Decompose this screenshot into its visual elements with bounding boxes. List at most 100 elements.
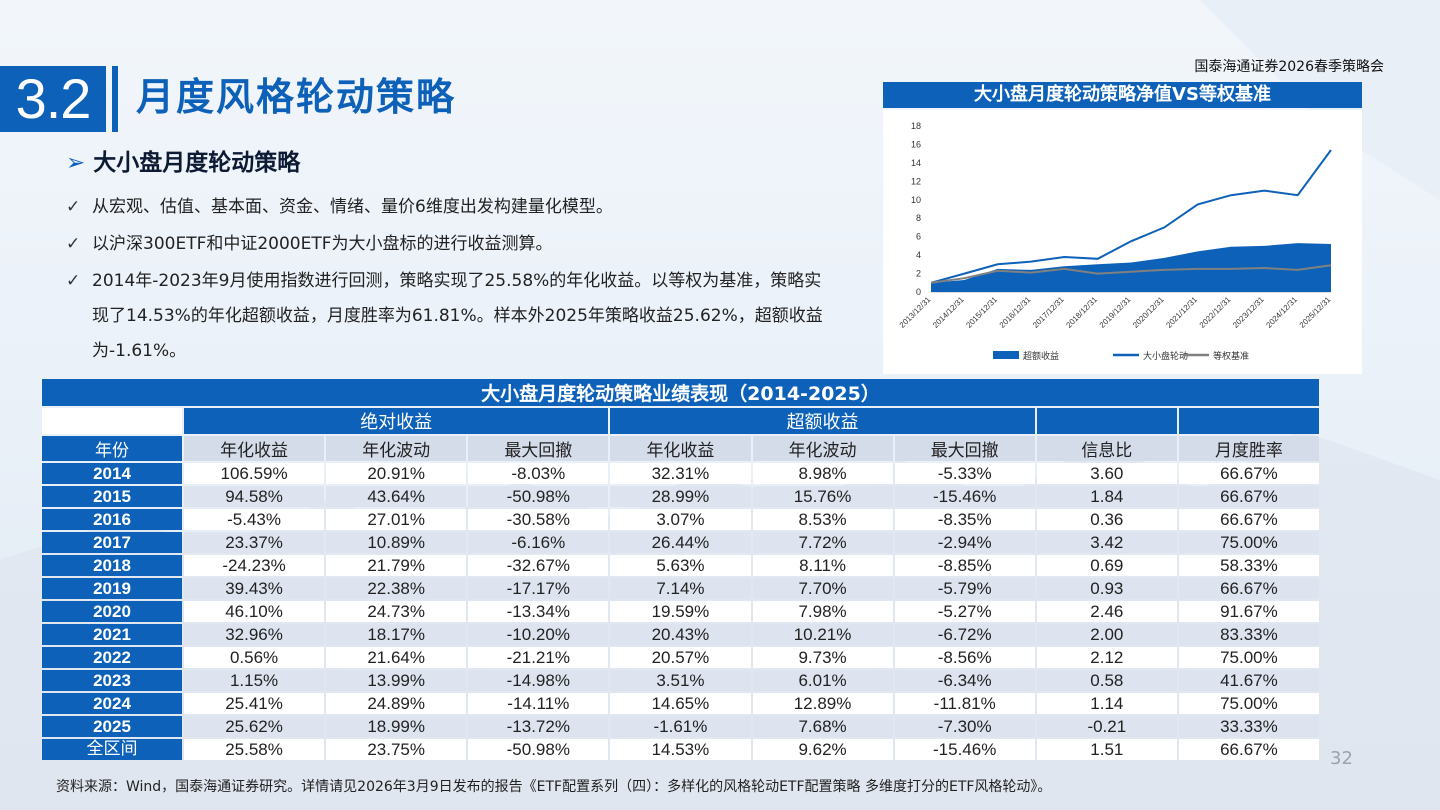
nav-chart-svg: 0 2 4 6 8 10 12 14 16 18 2013/12/312014/12/312015/… bbox=[898, 121, 1333, 362]
table-cell: 66.67% bbox=[1178, 463, 1319, 484]
table-cell: -15.46% bbox=[894, 739, 1035, 760]
table-cell: 2.00 bbox=[1036, 624, 1177, 645]
source-note: 资料来源：Wind，国泰海通证券研究。详情请见2026年3月9日发布的报告《ET… bbox=[56, 779, 1052, 795]
table-cell: 25.41% bbox=[184, 693, 325, 714]
bullet-item: ✓ 以沪深300ETF和中证2000ETF为大小盘标的进行收益测算。 bbox=[66, 227, 826, 262]
table-cell: 24.73% bbox=[326, 601, 467, 622]
table-cell: -8.56% bbox=[894, 647, 1035, 668]
table-cell: 0.93 bbox=[1036, 578, 1177, 599]
table-cell: 7.14% bbox=[610, 578, 751, 599]
table-cell: -0.21 bbox=[1036, 716, 1177, 737]
table-cell: 8.11% bbox=[752, 555, 893, 576]
group-header-blank bbox=[1036, 408, 1177, 434]
table-cell: 27.01% bbox=[326, 509, 467, 530]
legend-label: 大小盘轮动 bbox=[1143, 350, 1188, 362]
table-row: 2025 25.62% 18.99% -13.72% -1.61% 7.68% -7.30%… bbox=[42, 716, 1319, 737]
x-tick-label: 2022/12/31 bbox=[1198, 295, 1233, 330]
table-cell: 66.67% bbox=[1178, 578, 1319, 599]
table-cell: 58.33% bbox=[1178, 555, 1319, 576]
table-cell: -5.43% bbox=[184, 509, 325, 530]
x-tick-label: 2013/12/31 bbox=[898, 295, 933, 330]
table-cell: 39.43% bbox=[184, 578, 325, 599]
bullet-item: ✓ 从宏观、估值、基本面、资金、情绪、量价6维度出发构建量化模型。 bbox=[66, 190, 826, 225]
table-cell: 24.89% bbox=[326, 693, 467, 714]
table-cell: 7.72% bbox=[752, 532, 893, 553]
table-cell: 3.51% bbox=[610, 670, 751, 691]
subtitle: ➢ 大小盘月度轮动策略 bbox=[66, 146, 300, 180]
table-row: 全区间 25.58% 23.75% -50.98% 14.53% 9.62% -15.46%… bbox=[42, 739, 1319, 760]
table-cell: 0.69 bbox=[1036, 555, 1177, 576]
table-cell: 25.58% bbox=[184, 739, 325, 760]
group-header-blank bbox=[42, 408, 182, 434]
y-tick-label: 14 bbox=[911, 158, 921, 168]
table-cell: 3.07% bbox=[610, 509, 751, 530]
table-cell: 46.10% bbox=[184, 601, 325, 622]
table-row: 2015 94.58% 43.64% -50.98% 28.99% 15.76% -15.4… bbox=[42, 486, 1319, 507]
table-cell: 18.99% bbox=[326, 716, 467, 737]
table-cell: 23.75% bbox=[326, 739, 467, 760]
section-divider bbox=[112, 66, 118, 132]
table-cell: 32.31% bbox=[610, 463, 751, 484]
table-cell: -30.58% bbox=[468, 509, 609, 530]
table-title: 大小盘月度轮动策略业绩表现（2014-2025） bbox=[42, 379, 1319, 406]
table-cell: -50.98% bbox=[468, 739, 609, 760]
table-cell: 1.51 bbox=[1036, 739, 1177, 760]
year-cell: 2015 bbox=[42, 486, 182, 507]
y-tick-label: 2 bbox=[916, 269, 921, 279]
legend-label: 超额收益 bbox=[1023, 350, 1059, 362]
year-cell: 2024 bbox=[42, 693, 182, 714]
page-title: 月度风格轮动策略 bbox=[136, 75, 457, 119]
table-cell: 0.58 bbox=[1036, 670, 1177, 691]
table-cell: -8.03% bbox=[468, 463, 609, 484]
table-cell: -15.46% bbox=[894, 486, 1035, 507]
table-row: 2016 -5.43% 27.01% -30.58% 3.07% 8.53% -8.35% 0… bbox=[42, 509, 1319, 530]
table-cell: 28.99% bbox=[610, 486, 751, 507]
year-cell: 2016 bbox=[42, 509, 182, 530]
table-cell: 66.67% bbox=[1178, 509, 1319, 530]
table-cell: 7.68% bbox=[752, 716, 893, 737]
table-cell: 15.76% bbox=[752, 486, 893, 507]
table-cell: -8.85% bbox=[894, 555, 1035, 576]
table-cell: 13.99% bbox=[326, 670, 467, 691]
bullet-item: ✓ 2014年-2023年9月使用指数进行回测，策略实现了25.58%的年化收益… bbox=[66, 264, 826, 369]
bullet-text: 2014年-2023年9月使用指数进行回测，策略实现了25.58%的年化收益。以… bbox=[92, 271, 823, 361]
x-tick-label: 2015/12/31 bbox=[964, 295, 999, 330]
series-line-2 bbox=[930, 264, 1332, 284]
table-cell: 0.56% bbox=[184, 647, 325, 668]
table-cell: 8.98% bbox=[752, 463, 893, 484]
x-tick-label: 2018/12/31 bbox=[1064, 295, 1099, 330]
table-cell: 14.53% bbox=[610, 739, 751, 760]
y-tick-label: 0 bbox=[916, 287, 921, 297]
column-header: 年化收益 bbox=[610, 436, 751, 461]
table-cell: 5.63% bbox=[610, 555, 751, 576]
bullet-text: 从宏观、估值、基本面、资金、情绪、量价6维度出发构建量化模型。 bbox=[92, 197, 613, 217]
table-row: 2014 106.59% 20.91% -8.03% 32.31% 8.98% -5.33%… bbox=[42, 463, 1319, 484]
table-cell: 18.17% bbox=[326, 624, 467, 645]
year-cell: 2018 bbox=[42, 555, 182, 576]
table-cell: 9.62% bbox=[752, 739, 893, 760]
table-cell: 1.15% bbox=[184, 670, 325, 691]
table-cell: -6.34% bbox=[894, 670, 1035, 691]
bullet-text: 以沪深300ETF和中证2000ETF为大小盘标的进行收益测算。 bbox=[92, 234, 553, 254]
column-header: 年份 bbox=[42, 436, 182, 461]
table-cell: 20.43% bbox=[610, 624, 751, 645]
table-cell: -17.17% bbox=[468, 578, 609, 599]
x-tick-label: 2017/12/31 bbox=[1031, 295, 1066, 330]
table-cell: 9.73% bbox=[752, 647, 893, 668]
column-header: 年化波动 bbox=[326, 436, 467, 461]
table-cell: -14.98% bbox=[468, 670, 609, 691]
table-cell: 75.00% bbox=[1178, 532, 1319, 553]
year-cell: 2017 bbox=[42, 532, 182, 553]
series-line-1 bbox=[930, 149, 1332, 284]
check-icon: ✓ bbox=[66, 197, 81, 217]
table-cell: 21.79% bbox=[326, 555, 467, 576]
x-tick-label: 2019/12/31 bbox=[1098, 295, 1133, 330]
group-header-blank bbox=[1178, 408, 1319, 434]
table-cell: -7.30% bbox=[894, 716, 1035, 737]
brand-label: 国泰海通证券2026春季策略会 bbox=[1194, 59, 1384, 75]
bullet-list: ✓ 从宏观、估值、基本面、资金、情绪、量价6维度出发构建量化模型。 ✓ 以沪深3… bbox=[66, 190, 826, 371]
x-tick-label: 2021/12/31 bbox=[1164, 295, 1199, 330]
x-tick-label: 2016/12/31 bbox=[998, 295, 1033, 330]
table-cell: -5.33% bbox=[894, 463, 1035, 484]
table-cell: 26.44% bbox=[610, 532, 751, 553]
